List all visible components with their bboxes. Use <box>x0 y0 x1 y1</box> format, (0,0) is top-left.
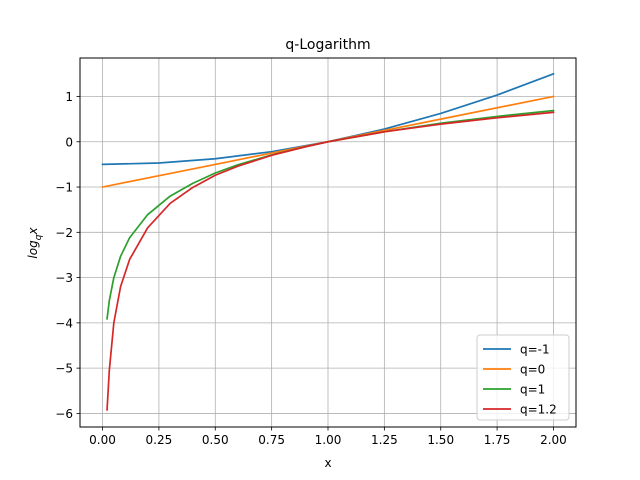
y-tick-label: −2 <box>55 226 73 240</box>
chart-title: q-Logarithm <box>285 37 370 53</box>
y-axis-label-base: log <box>26 240 40 259</box>
y-tick-label: −6 <box>55 407 73 421</box>
y-axis-label-subscript: q <box>34 234 44 240</box>
y-tick-label: −1 <box>55 181 73 195</box>
y-tick-label: −5 <box>55 362 73 376</box>
y-tick-label: −3 <box>55 271 73 285</box>
y-tick-label: −4 <box>55 316 73 330</box>
legend-label: q=-1 <box>520 343 550 357</box>
x-tick-label: 2.00 <box>540 433 567 447</box>
legend-box <box>476 334 570 421</box>
y-axis-label-tail: x <box>26 227 40 236</box>
x-axis-label: x <box>324 456 331 470</box>
y-axis-label: logqx <box>26 227 44 259</box>
x-tick-label: 1.00 <box>315 433 342 447</box>
series-line-3 <box>106 111 555 411</box>
x-tick-label: 1.50 <box>427 433 454 447</box>
legend-label: q=1.2 <box>520 403 557 417</box>
x-tick-label: 0.75 <box>258 433 285 447</box>
x-tick-label: 0.00 <box>89 433 116 447</box>
y-tick-label: 1 <box>65 90 73 104</box>
x-tick-label: 0.50 <box>202 433 229 447</box>
x-tick-label: 0.25 <box>146 433 173 447</box>
legend: q=-1 q=0 q=1 q=1.2 <box>476 334 570 421</box>
x-tick-label: 1.25 <box>371 433 398 447</box>
y-axis-ticks: −6 −5 −4 −3 −2 −1 0 1 <box>55 90 80 421</box>
series-lines <box>101 72 555 411</box>
legend-label: q=1 <box>520 383 545 397</box>
y-tick-label: 0 <box>65 135 73 149</box>
x-tick-label: 1.75 <box>484 433 511 447</box>
x-axis-ticks: 0.00 0.25 0.50 0.75 1.00 1.25 1.50 1.75 2.00 <box>89 427 567 447</box>
legend-label: q=0 <box>520 363 545 377</box>
